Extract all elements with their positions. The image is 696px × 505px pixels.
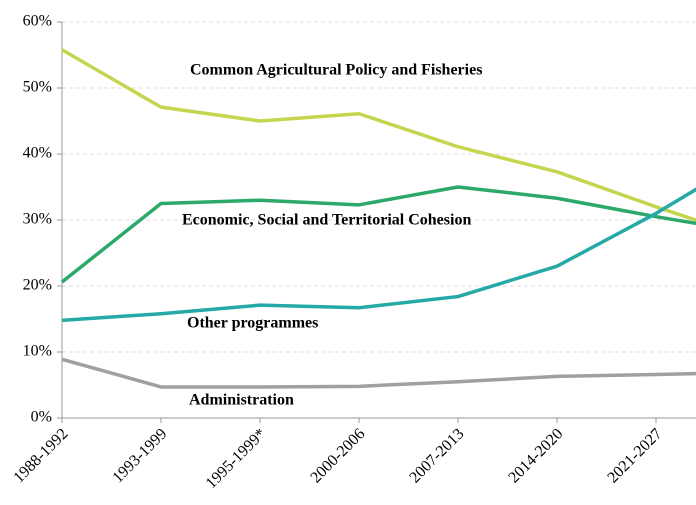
y-tick-label: 30%	[23, 211, 52, 228]
x-tick-label: 1988-1992	[10, 425, 71, 486]
x-tick-label: 2000-2006	[307, 425, 368, 486]
y-tick-label: 40%	[23, 145, 52, 162]
series-line	[60, 185, 696, 284]
y-tick-label: 20%	[23, 277, 52, 294]
y-tick-label: 60%	[23, 13, 52, 30]
series-label: Economic, Social and Territorial Cohesio…	[182, 212, 471, 229]
x-tick-label: 2014-2020	[505, 425, 566, 486]
series-line	[61, 187, 696, 323]
series-label: Common Agricultural Policy and Fisheries	[190, 62, 482, 79]
x-tick-label: 1993-1999	[109, 425, 170, 486]
series-line	[61, 48, 696, 222]
x-tick-label: 2021-2027	[604, 425, 665, 486]
series-label: Other programmes	[187, 315, 318, 332]
y-tick-label: 10%	[23, 343, 52, 360]
y-tick-label: 50%	[23, 79, 52, 96]
x-tick-label: 1995-1999*	[203, 425, 270, 492]
series-label: Administration	[189, 392, 294, 409]
series-line	[61, 357, 696, 389]
x-tick-label: 2007-2013	[406, 425, 467, 486]
y-tick-label: 0%	[31, 409, 52, 426]
